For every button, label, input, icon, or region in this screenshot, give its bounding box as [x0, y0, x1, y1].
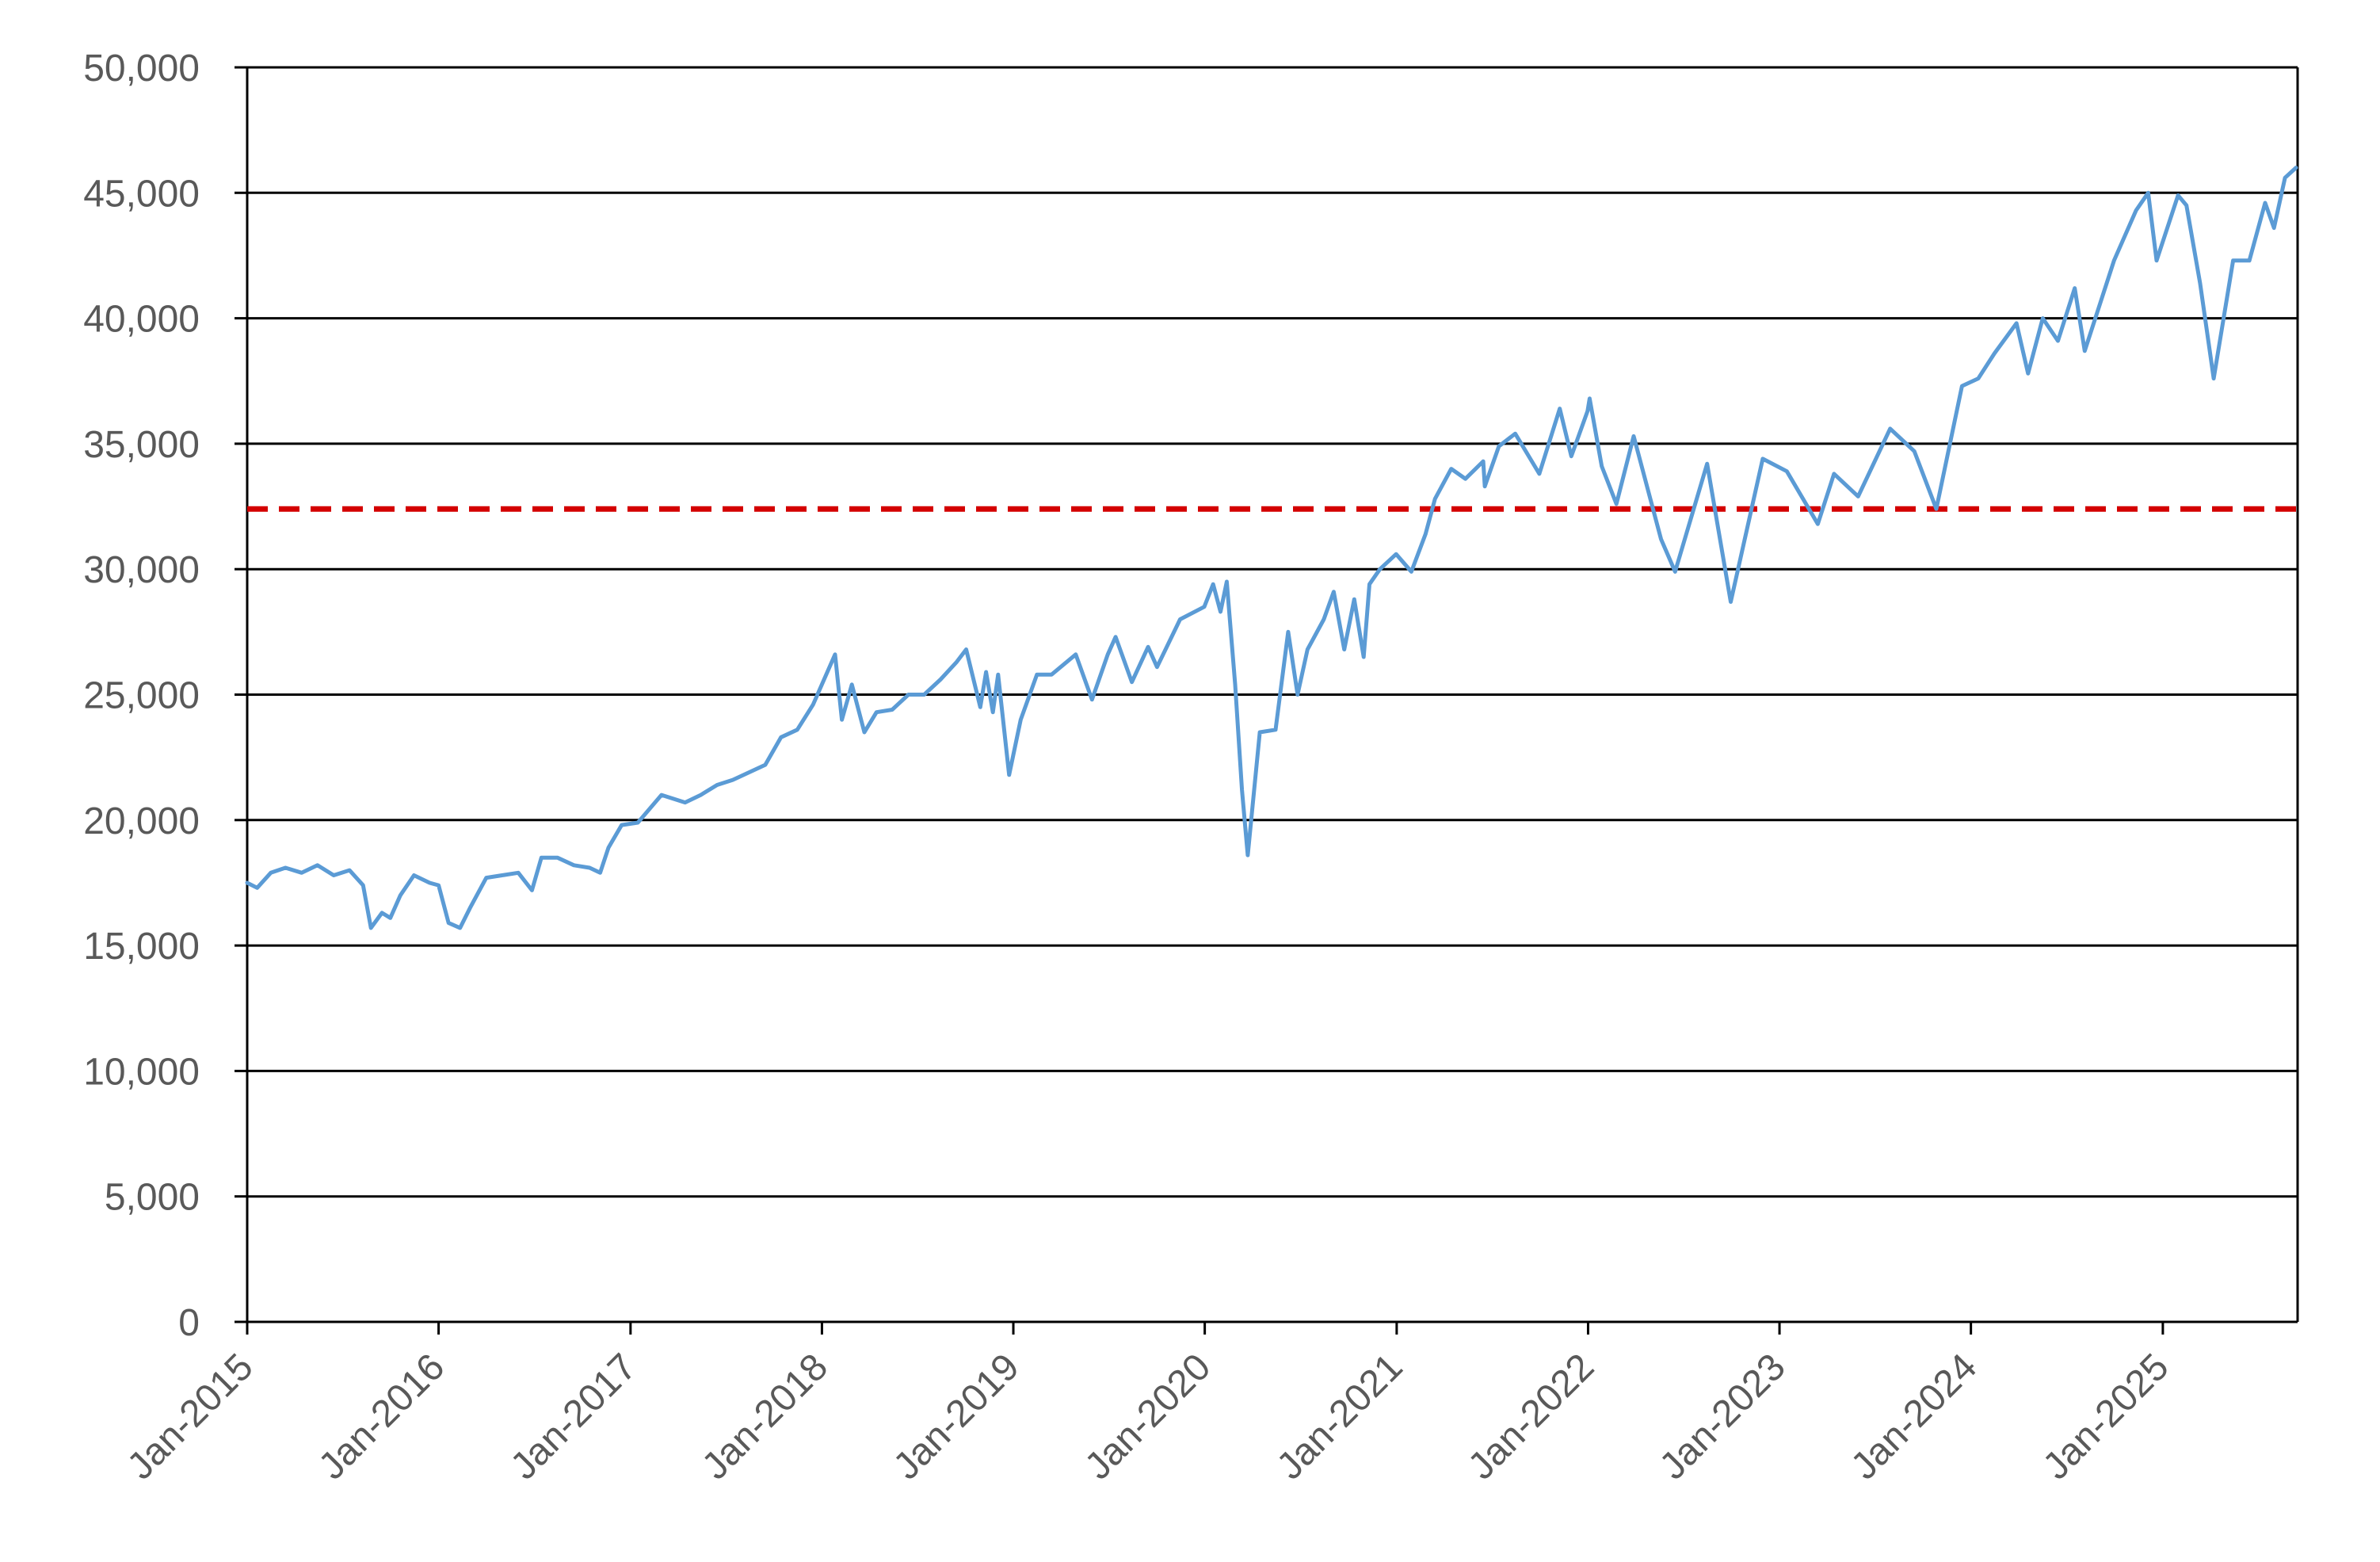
x-tick-label: Jan-2022 — [1460, 1346, 1602, 1488]
x-tick-label: Jan-2015 — [120, 1346, 261, 1488]
y-tick-label: 45,000 — [83, 173, 200, 215]
x-tick-label: Jan-2019 — [886, 1346, 1028, 1488]
y-tick-labels: 0 5,000 10,000 15,000 20,000 25,000 30,000 35,0… — [83, 48, 200, 1344]
x-tick-label: Jan-2020 — [1077, 1346, 1219, 1488]
y-tick-label: 5,000 — [105, 1177, 200, 1219]
x-tick-label: Jan-2016 — [311, 1346, 452, 1488]
y-tick-label: 10,000 — [83, 1051, 200, 1093]
x-tick-label: Jan-2018 — [694, 1346, 836, 1488]
axes — [235, 66, 2299, 1335]
x-tick-label: Jan-2021 — [1269, 1346, 1411, 1488]
gridlines — [247, 66, 2298, 1323]
y-tick-label: 15,000 — [83, 926, 200, 968]
y-tick-label: 30,000 — [83, 549, 200, 591]
x-tick-labels: Jan-2015 Jan-2016 Jan-2017 Jan-2018 Jan-2019… — [120, 1346, 2177, 1488]
y-tick-label: 35,000 — [83, 424, 200, 466]
x-tick-label: Jan-2025 — [2035, 1346, 2177, 1488]
series-line-0 — [245, 166, 2298, 930]
y-tick-label: 20,000 — [83, 800, 200, 842]
y-tick-label: 50,000 — [83, 48, 200, 90]
series-group — [245, 166, 2298, 930]
y-tick-label: 40,000 — [83, 299, 200, 341]
x-tick-label: Jan-2024 — [1843, 1346, 1985, 1488]
x-tick-label: Jan-2017 — [503, 1346, 645, 1488]
y-tick-label: 0 — [178, 1302, 200, 1344]
y-tick-label: 25,000 — [83, 675, 200, 717]
x-tick-label: Jan-2023 — [1652, 1346, 1794, 1488]
